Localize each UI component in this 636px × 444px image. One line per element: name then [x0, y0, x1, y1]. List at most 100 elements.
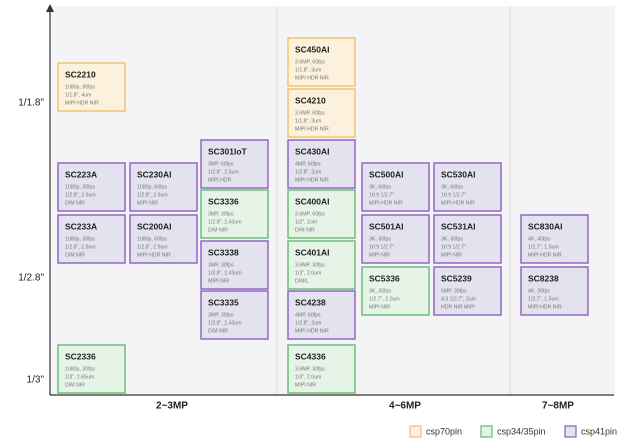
card [129, 162, 198, 212]
x-label: 7~8MP [542, 401, 574, 412]
y-axis-arrow [46, 4, 54, 12]
card-spec: D/M NIR [208, 328, 228, 334]
card-spec: 1080p, 30fps [65, 184, 95, 190]
card-spec: D/M NIR [295, 227, 315, 233]
card-spec: 1/2", 2um [295, 219, 317, 225]
card-spec: 4MP, 60fps [295, 161, 321, 167]
card-spec: 3K, 60fps [441, 184, 463, 190]
legend-swatch [564, 425, 577, 438]
card-spec: D/M NIR [65, 382, 85, 388]
card-spec: 3.6MP, 60fps [295, 59, 325, 65]
card [520, 266, 589, 316]
card-title: SC430AI [295, 146, 330, 156]
card-title: SC3335 [208, 297, 239, 307]
card-spec: 3MP, 60fps [208, 161, 234, 167]
card-title: SC400AI [295, 196, 330, 206]
card [200, 139, 269, 189]
card-spec: 5MP, 30fps [441, 288, 467, 294]
card [433, 214, 502, 264]
card-spec: 1/2.8", 2.43um [208, 320, 242, 326]
card-spec: 1/3", 2.65um [65, 374, 94, 380]
card-spec: D/M NIR [208, 227, 228, 233]
card-title: SC301IoT [208, 146, 248, 156]
card-spec: MIPI HDR [208, 177, 232, 183]
card-spec: 1080p, 30fps [65, 236, 95, 242]
card-title: SC2336 [65, 351, 96, 361]
card [129, 214, 198, 264]
card-spec: 4:3 1/2.7", 2um [441, 296, 476, 302]
card-spec: 1080p, 60fps [137, 236, 167, 242]
card [361, 162, 430, 212]
card [433, 266, 502, 316]
card-spec: MIPI NIR [369, 304, 390, 310]
card-spec: 1080p, 90fps [65, 84, 95, 90]
card [57, 162, 126, 212]
card-spec: MIPI HDR NIR [528, 252, 562, 258]
card-spec: MIPI NIR [369, 252, 390, 258]
card [287, 189, 356, 239]
card-spec: 1/2.8", 2.9um [65, 192, 96, 198]
card-title: SC233A [65, 221, 97, 231]
card-title: SC530AI [441, 169, 476, 179]
card-spec: MIPI HDR NIR [295, 177, 329, 183]
card-spec: 1/2.8", 2um [295, 320, 321, 326]
card [287, 344, 356, 394]
card-spec: 3.6MP, 60fps [295, 110, 325, 116]
card-spec: 1/2.8", 2.9um [137, 192, 168, 198]
card [200, 290, 269, 340]
card [287, 37, 356, 87]
card-spec: D/M/L [295, 278, 309, 284]
card [287, 88, 356, 138]
card-spec: 3.6MP, 30fps [295, 262, 325, 268]
card-spec: 4K, 30fps [528, 288, 550, 294]
card-spec: 3K, 30fps [441, 236, 463, 242]
card [287, 240, 356, 290]
card-spec: MIPI HDR NIR [441, 200, 475, 206]
card-spec: 1/2.7", 1.5um [528, 296, 559, 302]
card-spec: 3MP, 30fps [208, 262, 234, 268]
card-spec: 1/2.8", 2um [295, 169, 321, 175]
legend-label: csp70pin [426, 426, 462, 436]
card-spec: 16:9 1/2.7" [369, 192, 394, 198]
x-label: 4~6MP [389, 401, 421, 412]
card-spec: 3.6MP, 60fps [295, 211, 325, 217]
card-spec: 1080p, 30fps [65, 366, 95, 372]
card-spec: MIPI HDR NIR [295, 75, 329, 81]
card-title: SC2210 [65, 69, 96, 79]
card-spec: 1/1.8", 4um [65, 92, 91, 98]
card-spec: 1080p, 60fps [137, 184, 167, 190]
card-title: SC500AI [369, 169, 404, 179]
card [57, 344, 126, 394]
card [200, 189, 269, 239]
card-title: SC200AI [137, 221, 172, 231]
card [361, 266, 430, 316]
card [57, 214, 126, 264]
card-title: SC4336 [295, 351, 326, 361]
card-spec: 1/2.8", 2.43um [208, 219, 242, 225]
card [57, 62, 126, 112]
card [287, 139, 356, 189]
card-title: SC830AI [528, 221, 563, 231]
card-spec: 3K, 30fps [369, 288, 391, 294]
card-title: SC3338 [208, 247, 239, 257]
card-spec: MIPI NIR [441, 252, 462, 258]
card-spec: MIPI HDR NIR [137, 252, 171, 258]
legend-swatch [409, 425, 422, 438]
card-title: SC3336 [208, 196, 239, 206]
card-spec: 1/2.7", 1.5um [528, 244, 559, 250]
card-spec: 1/3", 2.0um [295, 374, 321, 380]
card-spec: 1/1.8", 3um [295, 67, 321, 73]
card-spec: 1/1.8", 3um [295, 118, 321, 124]
y-label: 1/2.8" [18, 273, 44, 284]
card-spec: D/M NIR [65, 252, 85, 258]
card-spec: MIPI HDR NIR [295, 126, 329, 132]
card-spec: MIPI NIR [295, 382, 316, 388]
card-spec: MIPI HDR NIR [369, 200, 403, 206]
card-title: SC5336 [369, 273, 400, 283]
card-spec: 16:9 1/2.7" [441, 192, 466, 198]
card-spec: 16:9 1/2.7" [369, 244, 394, 250]
card-title: SC8238 [528, 273, 559, 283]
card-title: SC501AI [369, 221, 404, 231]
card-spec: 16:9 1/2.7" [441, 244, 466, 250]
